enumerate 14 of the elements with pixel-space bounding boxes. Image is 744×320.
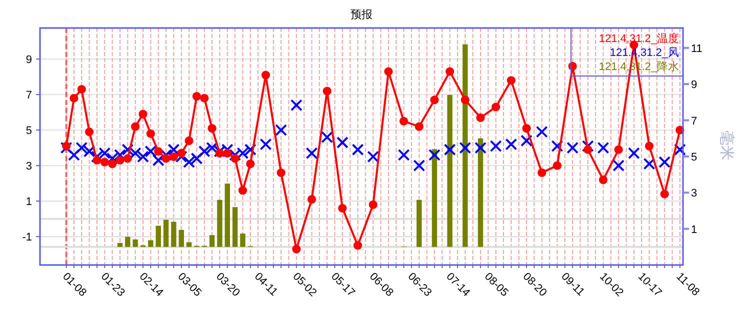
y2-tick-label: 7 xyxy=(691,115,698,128)
chart-title: 预报 xyxy=(350,9,372,21)
y2-tick-label: 9 xyxy=(691,79,698,92)
y-tick-label: 1 xyxy=(26,196,32,208)
y2-tick-label: 3 xyxy=(691,188,698,200)
y-tick-label: 9 xyxy=(26,54,32,66)
y2-tick-label: 11 xyxy=(691,42,702,55)
y2-tick-label: 1 xyxy=(691,224,698,236)
y2-tick-label: 5 xyxy=(691,151,698,164)
y-tick-label: 7 xyxy=(26,90,32,102)
y-tick-label: -1 xyxy=(22,232,32,244)
y2-axis-title: 毫米 xyxy=(718,130,735,160)
y-tick-label: 5 xyxy=(26,125,32,138)
y-tick-label: 3 xyxy=(26,160,32,173)
